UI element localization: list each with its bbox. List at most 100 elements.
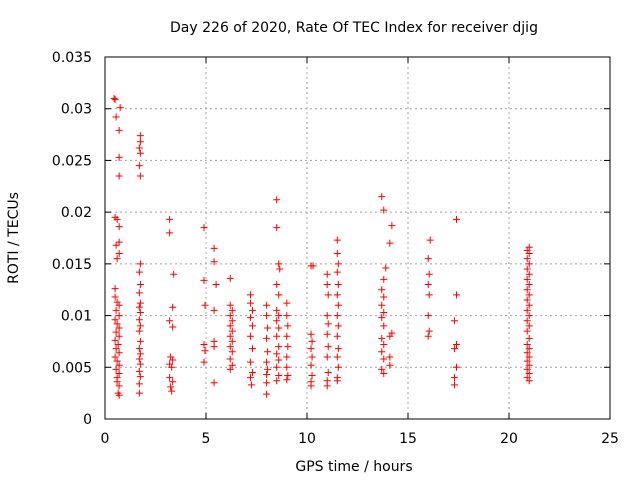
x-tick-label: 5 <box>202 431 211 447</box>
data-point <box>283 363 291 371</box>
data-point <box>210 379 218 387</box>
data-point <box>380 275 388 283</box>
data-point <box>386 353 394 361</box>
data-point <box>228 306 236 314</box>
data-point <box>264 348 272 356</box>
data-point <box>284 322 292 330</box>
data-point <box>324 343 332 351</box>
data-point <box>275 356 283 364</box>
data-point <box>324 320 332 328</box>
data-point <box>275 260 283 268</box>
y-axis-label: ROTI / TECUs <box>6 192 22 284</box>
data-point <box>307 361 315 369</box>
data-point <box>210 306 218 314</box>
data-point <box>275 291 283 299</box>
data-point <box>169 378 177 386</box>
data-point <box>525 353 533 361</box>
data-point <box>333 332 341 340</box>
data-point <box>334 345 342 353</box>
data-point <box>378 286 386 294</box>
data-point <box>525 301 533 309</box>
data-point <box>135 367 143 375</box>
x-tick-label: 25 <box>601 431 619 447</box>
data-point <box>210 258 218 266</box>
data-point <box>166 374 174 382</box>
data-point <box>283 312 291 320</box>
data-point <box>523 365 531 373</box>
data-point <box>323 281 331 289</box>
data-point <box>169 356 177 364</box>
data-point <box>210 343 218 351</box>
data-point <box>307 382 315 390</box>
data-point <box>212 281 220 289</box>
data-point <box>283 299 291 307</box>
data-point <box>523 317 531 325</box>
data-point <box>264 365 272 373</box>
data-point <box>380 293 388 301</box>
data-point <box>201 347 209 355</box>
data-point <box>450 374 458 382</box>
data-point <box>115 172 123 180</box>
data-point <box>450 345 458 353</box>
data-point <box>324 291 332 299</box>
data-point <box>201 301 209 309</box>
data-point <box>136 138 144 146</box>
data-point <box>425 327 433 335</box>
data-point <box>273 377 281 385</box>
data-point <box>424 281 432 289</box>
data-point <box>113 255 121 263</box>
data-point <box>136 337 144 345</box>
data-point <box>135 389 143 397</box>
data-point <box>246 374 254 382</box>
data-point <box>378 301 386 309</box>
data-point <box>135 316 143 324</box>
data-point <box>166 229 174 237</box>
data-points <box>110 94 533 399</box>
data-point <box>525 369 533 377</box>
data-point <box>273 317 281 325</box>
data-point <box>166 317 174 325</box>
data-point <box>380 369 388 377</box>
data-point <box>426 236 434 244</box>
grid-lines <box>105 57 610 419</box>
data-point <box>136 172 144 180</box>
data-point <box>525 334 533 342</box>
data-point <box>284 372 292 380</box>
data-point <box>115 332 123 340</box>
data-point <box>525 281 533 289</box>
data-point <box>116 104 124 112</box>
data-point <box>246 299 254 307</box>
data-point <box>273 196 281 204</box>
data-point <box>135 345 143 353</box>
data-point <box>334 322 342 330</box>
data-point <box>523 265 531 273</box>
data-point <box>333 250 341 258</box>
data-point <box>246 314 254 322</box>
data-point <box>273 281 281 289</box>
data-point <box>334 363 342 371</box>
data-point <box>226 312 234 320</box>
data-point <box>525 322 533 330</box>
data-point <box>525 270 533 278</box>
data-point <box>135 162 143 170</box>
data-point <box>525 377 533 385</box>
data-point <box>525 260 533 268</box>
data-point <box>273 224 281 232</box>
data-point <box>135 289 143 297</box>
data-point <box>263 334 271 342</box>
data-point <box>170 270 178 278</box>
data-point <box>275 372 283 380</box>
data-point <box>323 382 331 390</box>
data-point <box>226 343 234 351</box>
data-point <box>308 372 316 380</box>
y-tick-label: 0.035 <box>52 50 92 66</box>
data-point <box>380 308 388 316</box>
data-point <box>386 239 394 247</box>
data-point <box>226 365 234 373</box>
data-point <box>168 363 176 371</box>
data-point <box>246 358 254 366</box>
data-point <box>523 296 531 304</box>
data-point <box>226 355 234 363</box>
data-point <box>111 336 119 344</box>
